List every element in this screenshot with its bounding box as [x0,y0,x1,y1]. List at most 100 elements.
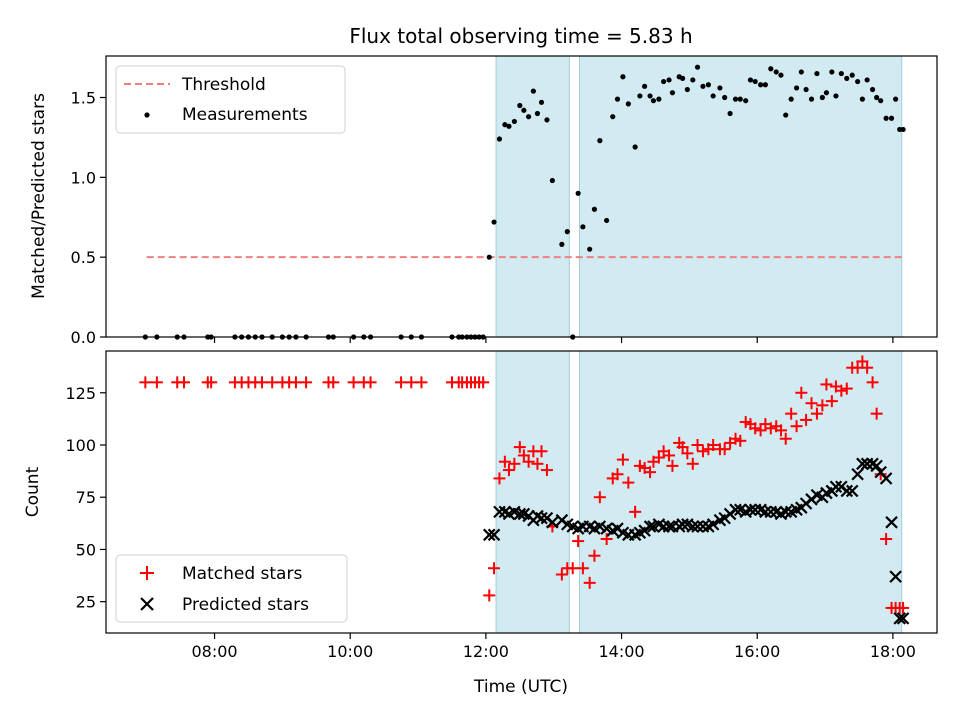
measurement-point [778,72,784,78]
matched-star-point [749,422,762,435]
bottom-plot-frame [105,350,938,634]
y-tick-label: 25 [76,593,96,612]
predicted-star-point [893,612,906,625]
measurement-point [838,70,844,77]
shaded-interval [495,350,570,634]
bottom-legend: Matched stars Predicted stars [115,554,348,623]
shaded-interval [495,55,570,338]
measurement-point [864,77,870,83]
measurement-point [700,83,706,89]
measurement-point [833,93,839,99]
predicted-star-point [860,457,874,471]
predicted-star-point [535,511,548,525]
predicted-star-point [493,505,506,519]
y-tick-label: 1.5 [71,89,96,108]
x-tick-label: 14:00 [599,642,645,661]
y-tick-label: 125 [65,384,96,403]
measurement-point [798,69,804,75]
measurement-point [650,98,657,104]
matched-star-point [150,376,163,389]
measurement-point [610,114,616,120]
matched-star-point [535,445,548,458]
measurement-point [768,66,774,72]
bottom-panel: 08:00 10:00 12:00 14:00 16:00 18:00 25 50 75 100… [23,350,938,697]
x-tick-label: 16:00 [734,642,780,661]
top-plot-frame [105,55,938,338]
measurement-point [705,82,711,88]
matched-star-point [880,533,893,545]
matched-star-point [774,424,787,437]
measurement-point [549,177,555,184]
measurement-point [669,90,676,96]
measurement-point [614,96,621,102]
matched-star-point [611,468,624,481]
matched-star-point [663,449,676,462]
measurement-point [591,206,598,212]
predicted-star-point [889,570,902,583]
measurements-legend-swatch [144,112,150,118]
measurement-point [526,114,532,120]
x-axis-label: Time (UTC) [473,677,568,697]
matched-star-point [483,589,496,602]
measurement-point [564,229,570,235]
measurement-point [486,254,492,260]
matched-star-point [800,413,813,426]
matched-star-point [593,491,606,504]
matched-star-point [754,424,767,437]
matched-star-point [764,422,777,435]
measurement-point [620,74,626,80]
matched-star-point [718,443,731,456]
matched-star-point [835,384,848,397]
measurement-point [656,96,662,102]
matched-star-point [600,533,613,545]
y-tick-label: 0.5 [71,248,96,267]
matched-star-point [178,376,191,389]
matched-star-point [522,455,535,468]
measurement-point [580,224,586,230]
matched-star-point [139,376,152,389]
measurement-point [783,112,789,118]
measurement-point [506,123,512,129]
matched-star-point [644,466,657,479]
measurement-point [666,77,672,83]
matched-star-point [347,376,360,389]
measurement-point [758,82,764,88]
measurement-point [521,107,527,113]
matched-star-point [825,395,838,408]
measurement-point [530,88,536,94]
matched-star-point [870,407,883,420]
matched-star-point [576,562,589,575]
measurement-point [559,241,565,247]
matched-legend-swatch [140,566,154,580]
matched-star-point [866,376,879,389]
matched-star-point [856,355,869,368]
measurement-point [597,138,603,144]
measurement-point [883,115,889,121]
matched-star-point [790,420,803,433]
matched-star-point [666,459,679,472]
predicted-star-point [748,503,762,517]
predicted-star-point [686,520,700,533]
matched-star-point [289,376,302,389]
measurement-point [722,94,728,101]
y-tick-label: 0.0 [71,328,96,347]
shaded-interval [579,55,903,338]
predicted-star-point [885,516,898,529]
predicted-star-point [851,467,864,481]
matched-star-point [681,447,694,460]
predicted-star-point [696,520,710,533]
matched-star-point [300,376,313,389]
matched-star-point [785,407,798,420]
matched-star-point [707,439,720,451]
matched-star-point [513,441,526,454]
measurement-point [517,102,523,109]
matched-star-point [629,505,642,518]
measurement-point [793,85,800,91]
measurement-point [844,75,850,81]
y-tick-label: 1.0 [71,168,96,187]
predicted-star-point [856,457,869,471]
measurement-point [888,115,895,121]
measurement-point [747,77,754,83]
matched-star-point [327,376,340,389]
